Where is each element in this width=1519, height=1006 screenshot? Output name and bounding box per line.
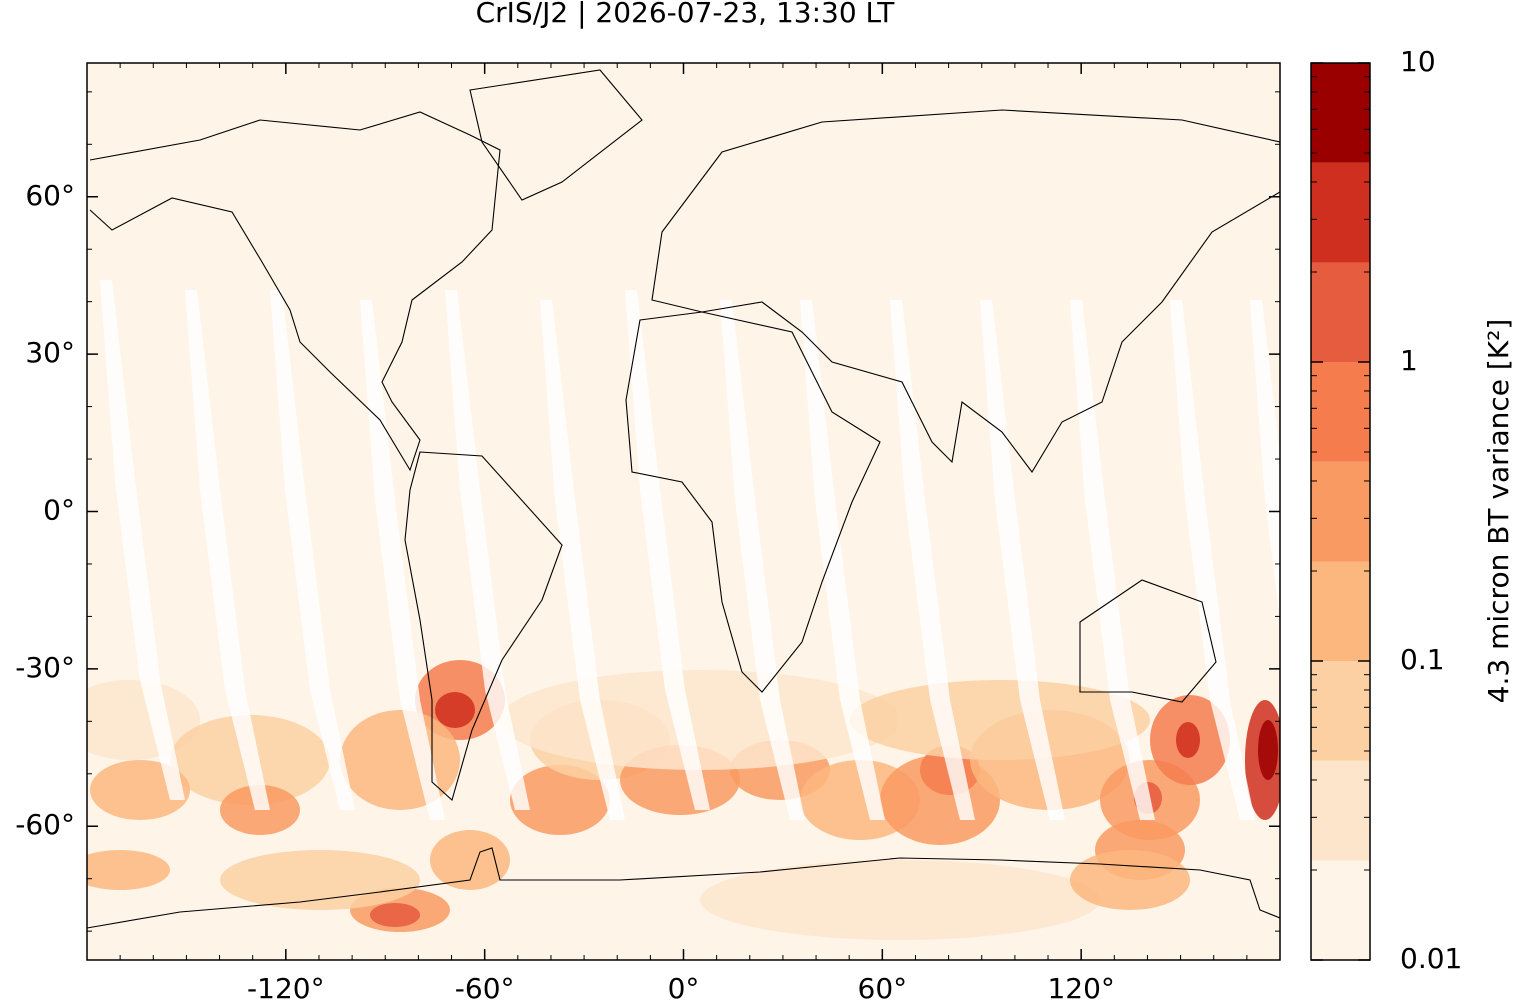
variance-patch bbox=[510, 765, 610, 835]
coastline bbox=[651, 109, 1280, 473]
variance-patch bbox=[370, 903, 420, 927]
variance-patch bbox=[220, 850, 420, 910]
variance-patch bbox=[700, 860, 1100, 940]
colorbar-band bbox=[1311, 760, 1370, 861]
coastline bbox=[625, 311, 881, 693]
colorbar-band bbox=[1311, 461, 1370, 562]
colorbar-band bbox=[1311, 860, 1370, 960]
variance-patch bbox=[87, 850, 170, 890]
colorbar-tick-label: 0.01 bbox=[1400, 942, 1462, 975]
swath-gap bbox=[270, 290, 355, 810]
coastline bbox=[469, 69, 643, 201]
y-tick-label: -30° bbox=[15, 651, 75, 684]
swath-gap bbox=[1170, 300, 1255, 820]
colorbar-tick-label: 1 bbox=[1400, 344, 1418, 377]
swath-gap bbox=[625, 290, 710, 810]
swath-gap bbox=[360, 300, 445, 820]
coastlines bbox=[87, 69, 1280, 929]
y-tick-label: -60° bbox=[15, 808, 75, 841]
swath-gap bbox=[720, 300, 805, 820]
colorbar-band bbox=[1311, 561, 1370, 661]
swath-gap bbox=[185, 290, 270, 810]
colorbar-band bbox=[1311, 162, 1370, 263]
colorbar-band bbox=[1311, 63, 1370, 163]
swath-gap bbox=[100, 280, 185, 800]
x-tick-label: 0° bbox=[668, 972, 700, 1002]
colorbar-band bbox=[1311, 362, 1370, 462]
swath-gap bbox=[890, 300, 975, 820]
colorbar-tick-label: 0.1 bbox=[1400, 643, 1445, 676]
variance-patch bbox=[1258, 720, 1278, 780]
variance-patch bbox=[430, 830, 510, 890]
x-tick-label: -120° bbox=[247, 972, 325, 1002]
variance-patch bbox=[340, 710, 460, 810]
colorbar-band bbox=[1311, 262, 1370, 362]
coastline bbox=[1079, 579, 1217, 703]
variance-patch bbox=[435, 692, 475, 728]
variance-patch bbox=[850, 680, 1150, 760]
variance-patch bbox=[1176, 722, 1200, 758]
x-tick-label: 60° bbox=[858, 972, 908, 1002]
swath-gap bbox=[445, 290, 530, 810]
x-tick-label: -60° bbox=[455, 972, 515, 1002]
y-tick-label: 60° bbox=[25, 179, 75, 212]
y-tick-label: 0° bbox=[43, 494, 75, 527]
colorbar-tick-label: 10 bbox=[1400, 45, 1436, 78]
chart-title: CrIS/J2 | 2026-07-23, 13:30 LT bbox=[476, 0, 896, 29]
variance-patch bbox=[1070, 850, 1190, 910]
coastline bbox=[87, 847, 1280, 929]
colorbar-frame bbox=[1310, 62, 1371, 961]
swath-gap bbox=[1250, 300, 1280, 620]
map-field bbox=[87, 63, 1280, 960]
colorbar-band bbox=[1311, 661, 1370, 761]
colorbar-label: 4.3 micron BT variance [K²] bbox=[1482, 319, 1515, 704]
swath-gap bbox=[1070, 300, 1155, 820]
x-tick-label: 120° bbox=[1047, 972, 1114, 1002]
swath-gap bbox=[980, 300, 1065, 820]
swath-gap bbox=[540, 300, 625, 820]
coastline bbox=[404, 451, 563, 801]
y-tick-label: 30° bbox=[25, 336, 75, 369]
swath-gap bbox=[800, 300, 885, 820]
coastline bbox=[89, 111, 501, 472]
